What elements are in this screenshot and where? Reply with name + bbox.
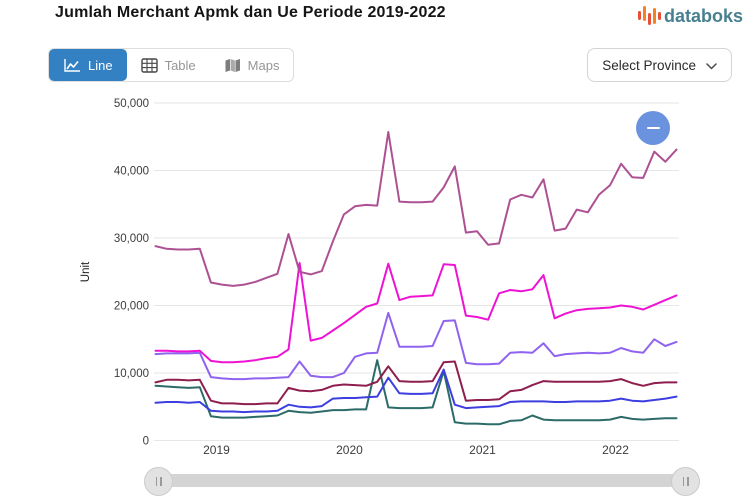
x-axis-tick-label: 2022 [602,443,629,457]
databoks-logo: databoks [637,4,743,28]
series-line-blue[interactable] [154,368,678,414]
chevron-down-icon [706,58,717,73]
databoks-logo-text: databoks [663,6,743,26]
collapse-chart-button[interactable] [636,111,670,145]
y-axis-tick-label: 50,000 [114,98,149,110]
x-axis-tick-label: 2019 [203,443,230,457]
drag-handle-icon [160,477,162,486]
range-navigator-left-handle[interactable] [144,467,173,496]
series-line-mauve[interactable] [154,131,678,287]
y-axis-tick-label: 40,000 [114,166,149,178]
tab-maps-label: Maps [247,57,280,73]
series-line-magenta[interactable] [154,262,678,364]
drag-handle-icon [687,477,689,486]
y-axis-tick-label: 30,000 [114,233,149,245]
table-icon [140,57,158,73]
x-axis-tick-label: 2021 [469,443,496,457]
range-navigator-right-handle[interactable] [671,467,700,496]
y-axis-title: Unit [80,261,92,282]
minus-icon [646,127,660,129]
tab-table-label: Table [164,57,196,73]
select-province-dropdown[interactable]: Select Province [587,48,732,82]
x-axis-tick-label: 2020 [336,443,363,457]
select-province-label: Select Province [602,57,696,73]
tab-table[interactable]: Table [127,49,210,81]
y-axis-tick-label: 0 [143,436,149,448]
range-navigator-track[interactable] [150,474,697,487]
series-line-maroon[interactable] [154,360,678,406]
maps-icon [224,58,241,73]
line-chart[interactable]: 0 10,000 20,000 30,000 40,000 50,000 2019 2020 2… [0,88,753,468]
drag-handle-icon [682,477,684,486]
databoks-logo-icon [637,6,661,28]
y-axis-tick-label: 20,000 [114,301,149,313]
page-title: Jumlah Merchant Apmk dan Ue Periode 2019… [55,4,446,21]
tab-maps[interactable]: Maps [210,49,294,81]
tab-line[interactable]: Line [49,49,127,81]
y-axis-tick-label: 10,000 [114,368,149,380]
drag-handle-icon [155,477,157,486]
tab-line-label: Line [88,57,113,73]
series-line-teal[interactable] [154,359,678,426]
view-switcher: Line Table Maps [48,48,295,82]
series-line-purple[interactable] [154,311,678,381]
line-chart-icon [63,58,81,73]
